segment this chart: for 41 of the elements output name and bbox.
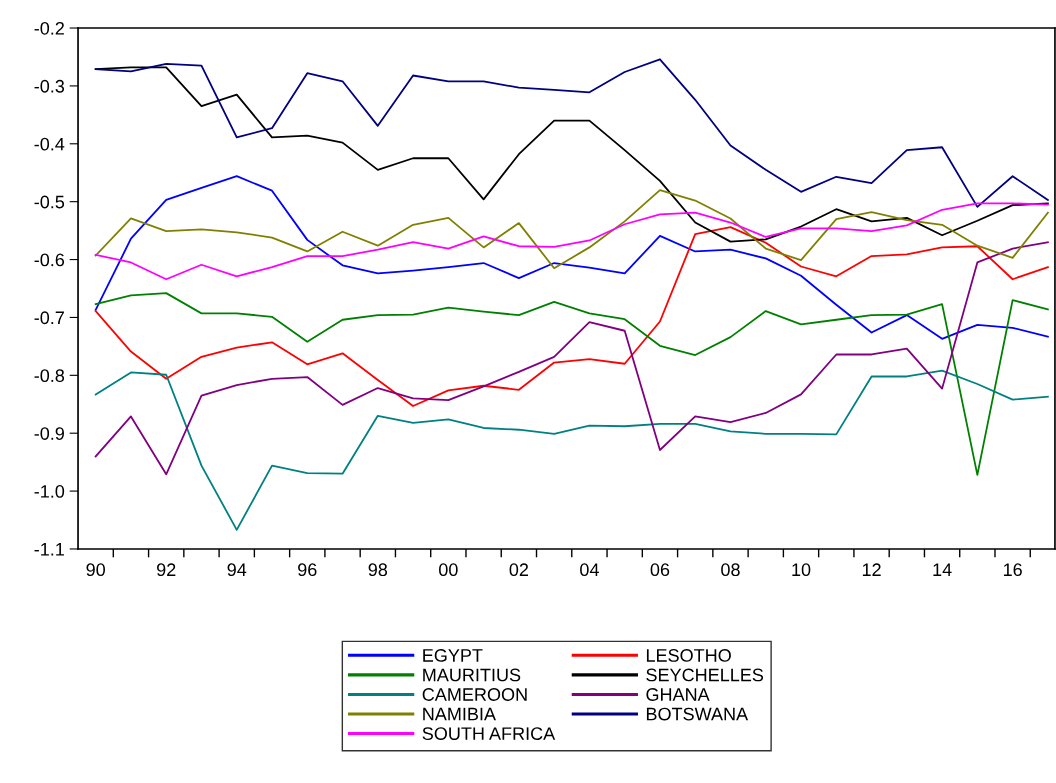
line-series xyxy=(94,189,1049,270)
x-tick-label: 16 xyxy=(1003,563,1022,577)
line-series xyxy=(94,226,1049,407)
line-series xyxy=(94,241,1049,476)
x-tick-label: 94 xyxy=(227,563,247,577)
x-tick-label: 96 xyxy=(298,563,317,577)
x-tick-label: 12 xyxy=(862,563,881,576)
y-tick-label: -0.2 xyxy=(34,21,64,35)
legend-label: MAURITIUS xyxy=(423,668,521,682)
x-tick-label: 14 xyxy=(933,563,952,576)
legend-label: NAMIBIA xyxy=(423,707,496,721)
legend-label: GHANA xyxy=(646,688,710,701)
x-tick-label: 10 xyxy=(792,563,811,577)
x-tick-label: 04 xyxy=(580,563,599,577)
x-tick-label: 02 xyxy=(509,563,529,577)
legend-label: SOUTH AFRICA xyxy=(422,727,556,740)
y-tick-label: -0.7 xyxy=(34,311,64,325)
line-series xyxy=(94,175,1049,340)
y-tick-label: -0.6 xyxy=(34,253,65,267)
legend-label: SEYCHELLES xyxy=(646,668,764,682)
x-tick-label: 90 xyxy=(86,563,106,577)
y-tick-label: -1.0 xyxy=(34,485,65,498)
y-tick-label: -0.4 xyxy=(34,137,65,151)
y-tick-label: -1.1 xyxy=(34,543,64,556)
y-tick-label: -0.8 xyxy=(34,369,65,383)
legend-label: LESOTHO xyxy=(646,649,731,662)
x-tick-label: 00 xyxy=(439,563,458,577)
y-tick-label: -0.3 xyxy=(34,79,65,93)
x-tick-label: 08 xyxy=(721,563,740,577)
y-tick-label: -0.5 xyxy=(34,195,65,209)
x-tick-label: 92 xyxy=(157,563,176,577)
line-series xyxy=(94,202,1049,281)
line-series xyxy=(94,292,1049,476)
legend-label: EGYPT xyxy=(423,649,483,662)
line-series xyxy=(94,58,1049,208)
line-series xyxy=(94,369,1049,531)
x-tick-label: 98 xyxy=(368,563,388,577)
legend-label: BOTSWANA xyxy=(646,707,749,721)
y-tick-label: -0.9 xyxy=(34,427,64,440)
x-tick-label: 06 xyxy=(650,563,670,577)
legend-label: CAMEROON xyxy=(422,688,527,701)
